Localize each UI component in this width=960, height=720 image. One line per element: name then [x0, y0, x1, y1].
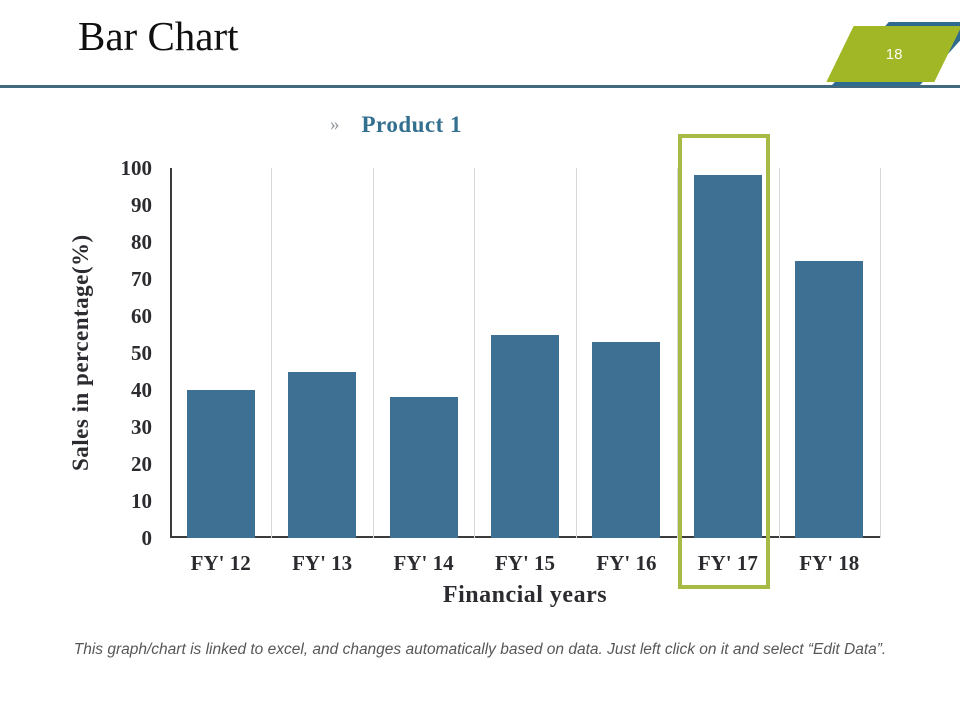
header-divider-line [0, 85, 960, 88]
x-tick-label: FY' 18 [799, 551, 860, 575]
y-tick-label: 50 [131, 341, 152, 365]
y-tick-label: 10 [131, 489, 152, 513]
y-tick-label: 70 [131, 267, 152, 291]
chart-legend: » Product 1 [330, 112, 462, 138]
gridline [677, 168, 679, 538]
chart-bar-fy-18[interactable] [795, 260, 864, 538]
page-number: 18 [885, 45, 903, 63]
chart-bar-fy-13[interactable] [288, 371, 357, 538]
highlight-box [678, 134, 771, 589]
gridline [575, 168, 577, 538]
y-tick-label: 30 [131, 415, 152, 439]
y-tick-label: 20 [131, 452, 152, 476]
chart-bar-fy-15[interactable] [491, 334, 559, 538]
chart-bar-fy-12[interactable] [186, 390, 255, 538]
y-tick-label: 100 [120, 156, 153, 180]
page-title: Bar Chart [78, 13, 239, 59]
page-number-badge: 18 [826, 22, 960, 86]
y-tick-label: 60 [131, 304, 152, 328]
x-tick-label: FY' 15 [494, 551, 556, 575]
chart-bar-fy-17[interactable] [693, 175, 762, 538]
y-tick-label: 80 [131, 230, 152, 254]
badge-green-parallelogram: 18 [826, 26, 960, 82]
legend-series-label: Product 1 [361, 112, 463, 137]
gridline [778, 168, 780, 538]
gridline [271, 168, 273, 538]
x-tick-label: FY' 12 [190, 551, 251, 575]
x-tick-label: FY' 13 [292, 551, 353, 575]
y-tick-label: 90 [131, 193, 152, 217]
chart-bar-fy-16[interactable] [592, 341, 661, 538]
x-tick-label: FY' 16 [596, 551, 657, 575]
gridline [880, 168, 881, 538]
y-tick-label: 40 [131, 378, 152, 402]
gridline [474, 168, 476, 538]
y-tick-label: 0 [141, 526, 153, 550]
x-tick-label: FY' 17 [697, 551, 758, 575]
footer-note: This graph/chart is linked to excel, and… [73, 641, 887, 658]
gridline [372, 168, 374, 538]
chart-bar-fy-14[interactable] [389, 397, 458, 538]
x-axis-title: Financial years [442, 582, 608, 608]
x-tick-label: FY' 14 [393, 551, 454, 575]
legend-bullet-icon: » [330, 114, 340, 135]
